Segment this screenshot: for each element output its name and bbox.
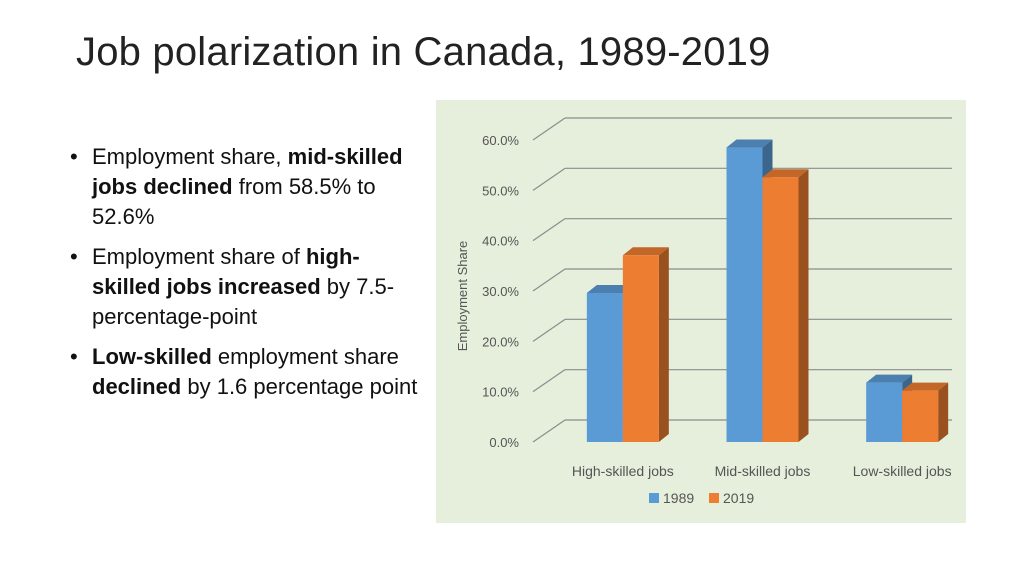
grid-line-diagonal <box>532 268 566 292</box>
bar-chart: 0.0% 10.0% 20.0% 30.0% 40.0% 50.0% 60.0% High-… <box>455 117 952 506</box>
bullet-list: Employment share, mid-skilled jobs decli… <box>70 142 420 412</box>
bar <box>586 293 623 442</box>
bullet-text: Employment share of <box>92 244 306 269</box>
bar-top <box>622 247 669 256</box>
bullet-text: by 1.6 percentage point <box>181 374 418 399</box>
legend: 1989 2019 <box>649 490 754 506</box>
bullet-emphasis: mid-skilled jobs declined <box>92 144 403 199</box>
category-label-layer: High-skilled jobs Mid-skilled jobs Low-ski… <box>572 463 952 479</box>
grid-line-diagonal <box>532 167 566 191</box>
y-axis-label: Employment Share <box>455 241 470 352</box>
bullet-item: Low-skilled employment share declined by… <box>70 342 420 402</box>
grid-line-diagonal <box>532 218 566 242</box>
grid-line-diagonal <box>532 318 566 342</box>
x-tick-label: High-skilled jobs <box>572 463 674 479</box>
slide-title: Job polarization in Canada, 1989-2019 <box>76 30 771 74</box>
bar <box>762 177 799 442</box>
bar-layer <box>586 139 949 443</box>
bullet-item: Employment share of high-skilled jobs in… <box>70 242 420 332</box>
bullet-text: from 58.5% to 52.6% <box>92 174 376 229</box>
bar-top <box>866 374 913 383</box>
y-tick-label: 10.0% <box>482 385 519 400</box>
bullet-text: employment share <box>211 344 399 369</box>
y-tick-label: 0.0% <box>489 435 519 450</box>
bar <box>726 147 763 443</box>
grid-line-diagonal <box>532 419 566 443</box>
bullet-text: by 7.5-percentage-point <box>92 274 395 329</box>
y-tick-label: 60.0% <box>482 133 519 148</box>
x-tick-label: Low-skilled jobs <box>853 463 952 479</box>
x-tick-label: Mid-skilled jobs <box>715 463 811 479</box>
bar-side <box>658 247 669 442</box>
legend-swatch <box>709 493 719 503</box>
chart-panel: 0.0% 10.0% 20.0% 30.0% 40.0% 50.0% 60.0% High-… <box>436 100 966 523</box>
bar-top <box>762 169 809 178</box>
bar-side <box>938 382 949 442</box>
legend-label: 1989 <box>663 490 694 506</box>
bullet-emphasis: high-skilled jobs increased <box>92 244 360 299</box>
legend-label: 2019 <box>723 490 754 506</box>
bullet-item: Employment share, mid-skilled jobs decli… <box>70 142 420 232</box>
legend-swatch <box>649 493 659 503</box>
bar-top <box>586 285 633 294</box>
y-tick-label: 20.0% <box>482 334 519 349</box>
y-tick-label: 50.0% <box>482 183 519 198</box>
bullet-emphasis: Low-skilled <box>92 344 212 369</box>
y-tick-label: 30.0% <box>482 284 519 299</box>
grid-line-diagonal <box>532 117 566 141</box>
bar <box>866 382 903 442</box>
bullet-text: Employment share, <box>92 144 288 169</box>
grid-line-diagonal <box>532 369 566 393</box>
bar-top <box>902 382 949 391</box>
y-tick-layer: 0.0% 10.0% 20.0% 30.0% 40.0% 50.0% 60.0% <box>482 133 519 450</box>
y-tick-label: 40.0% <box>482 234 519 249</box>
bar-top <box>726 139 773 148</box>
bar <box>902 390 939 442</box>
bar <box>622 255 659 442</box>
bar-side <box>798 169 809 442</box>
bullet-emphasis: declined <box>92 374 182 399</box>
